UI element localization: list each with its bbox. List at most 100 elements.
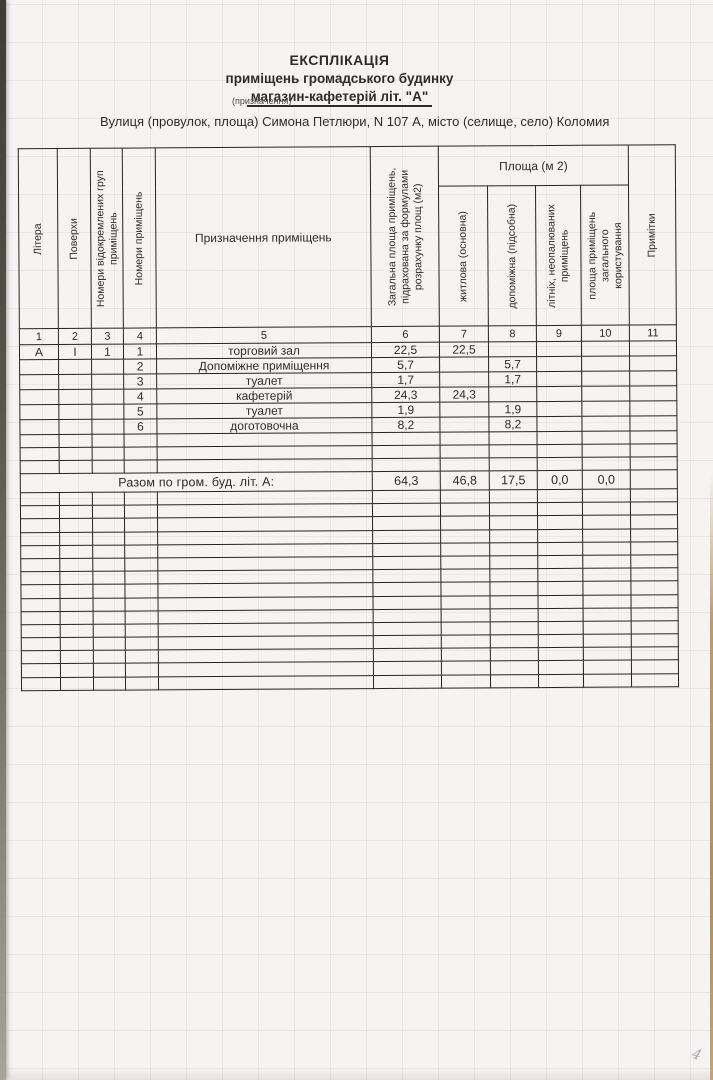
cell <box>581 386 630 402</box>
cell <box>19 404 59 420</box>
cell <box>583 673 632 688</box>
cell <box>582 444 631 458</box>
cell: 24,3 <box>371 387 440 403</box>
header-notes-label: Примітки <box>645 212 659 257</box>
cell <box>59 460 93 474</box>
cell <box>630 581 679 595</box>
cell <box>19 359 59 375</box>
cell <box>92 434 125 448</box>
cell <box>60 676 94 691</box>
cell <box>21 611 61 625</box>
cell <box>372 569 441 583</box>
cell <box>59 584 94 598</box>
cell: 7 <box>439 325 489 343</box>
cell <box>58 404 92 420</box>
cell <box>630 430 678 445</box>
cell <box>372 529 441 544</box>
cell <box>125 623 159 638</box>
cell <box>60 624 94 638</box>
cell <box>58 419 93 435</box>
cell <box>20 571 60 586</box>
cell <box>489 502 538 517</box>
cell: доготовочна <box>156 417 372 434</box>
header-purpose: Призначення приміщень <box>155 146 372 328</box>
cell <box>59 492 93 506</box>
header-poverkhy: Поверхи <box>57 148 92 329</box>
cell: А <box>19 344 59 360</box>
cell <box>439 401 489 418</box>
cell: 17,5 <box>489 470 538 490</box>
cell: І <box>58 344 92 360</box>
cell <box>19 389 59 405</box>
cell <box>581 341 630 357</box>
cell <box>158 662 374 677</box>
document-title: ЕКСПЛІКАЦІЯ <box>289 52 390 68</box>
cell <box>60 610 94 625</box>
cell <box>538 660 584 675</box>
cell: туалет <box>156 372 372 389</box>
cell <box>631 660 679 674</box>
cell <box>158 675 374 690</box>
header-total-area-label: Загальна площа приміщень, підрахована за… <box>385 167 424 306</box>
cell <box>372 503 441 517</box>
cell <box>20 460 60 474</box>
cell <box>630 456 678 471</box>
cell <box>125 636 159 651</box>
cell <box>489 595 539 609</box>
cell <box>158 596 374 611</box>
cell <box>91 419 125 435</box>
cell <box>60 650 94 664</box>
cell <box>489 444 538 458</box>
cell: 5 <box>156 326 372 344</box>
cell <box>583 620 632 635</box>
cell <box>631 646 679 661</box>
cell <box>582 528 631 543</box>
cell <box>537 581 583 596</box>
cell <box>373 608 442 623</box>
cell <box>372 556 441 570</box>
total-label-cell: Разом по гром. буд. літ. А: <box>20 471 373 493</box>
cell <box>581 356 630 372</box>
cell <box>21 624 61 638</box>
cell <box>19 374 59 390</box>
cell <box>59 558 93 572</box>
cell <box>581 431 631 445</box>
header-room-numbers: Номери приміщень <box>122 147 157 329</box>
cell <box>581 401 630 417</box>
cell <box>583 647 632 661</box>
cell: туалет <box>156 402 372 419</box>
cell <box>373 622 442 636</box>
cell <box>631 673 679 687</box>
cell <box>373 648 442 663</box>
header-room-numbers-label: Номери приміщень <box>132 191 146 285</box>
cell <box>441 674 491 688</box>
cell <box>583 660 632 674</box>
cell <box>441 621 491 636</box>
cell <box>125 676 159 690</box>
cell <box>583 607 632 622</box>
header-summer-area-label: літніх, неопалюваних приміщень <box>545 203 571 308</box>
header-poverkhy-label: Поверхи <box>67 217 81 260</box>
cell <box>157 582 373 598</box>
cell <box>489 555 538 569</box>
cell <box>124 557 158 572</box>
cell <box>439 356 489 373</box>
cell <box>582 515 631 529</box>
cell: 2 <box>58 328 92 345</box>
cell <box>20 518 60 533</box>
cell <box>92 571 125 585</box>
cell <box>488 341 537 357</box>
cell: 24,3 <box>439 386 489 403</box>
cell <box>630 469 678 490</box>
cell <box>371 432 441 446</box>
cell <box>124 446 158 461</box>
cell <box>20 434 60 448</box>
cell <box>631 620 679 635</box>
cell: 46,8 <box>440 470 490 491</box>
cell <box>124 491 158 506</box>
cell <box>59 571 93 585</box>
cell <box>124 584 159 598</box>
cell <box>489 568 538 583</box>
cell <box>537 542 583 556</box>
cell <box>92 447 125 461</box>
